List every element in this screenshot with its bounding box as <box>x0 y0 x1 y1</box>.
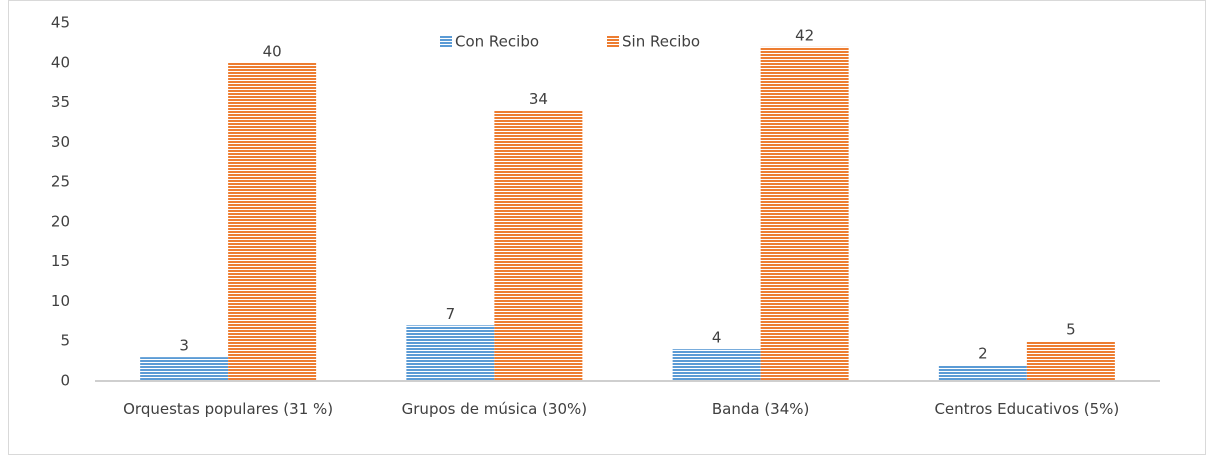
data-label: 34 <box>529 90 548 108</box>
y-tick-label: 25 <box>51 173 70 191</box>
y-tick-label: 5 <box>60 332 70 350</box>
x-tick-label: Orquestas populares (31 %) <box>123 400 334 418</box>
y-tick-label: 40 <box>51 53 70 71</box>
x-tick-label: Banda (34%) <box>711 400 810 418</box>
y-tick-label: 10 <box>51 292 70 310</box>
bar <box>938 365 1027 381</box>
chart-border <box>8 0 1206 455</box>
legend-swatch <box>607 35 619 47</box>
data-label: 5 <box>1066 321 1076 339</box>
x-tick-label: Centros Educativos (5%) <box>934 400 1120 418</box>
x-tick-label: Grupos de música (30%) <box>401 400 588 418</box>
y-tick-label: 0 <box>60 372 70 390</box>
data-label: 3 <box>179 337 189 355</box>
y-tick-label: 20 <box>51 212 70 230</box>
bar <box>672 349 761 381</box>
y-tick-label: 15 <box>51 252 70 270</box>
data-label: 2 <box>978 345 988 363</box>
data-label: 4 <box>712 329 722 347</box>
y-tick-label: 45 <box>51 14 70 32</box>
data-label: 40 <box>263 42 282 60</box>
bar <box>494 110 583 381</box>
legend-label: Sin Recibo <box>622 33 700 51</box>
bar <box>406 325 495 381</box>
y-tick-label: 30 <box>51 133 70 151</box>
data-label: 7 <box>446 305 456 323</box>
bar <box>228 62 317 382</box>
bar <box>1026 341 1115 381</box>
bar <box>140 357 229 381</box>
legend-label: Con Recibo <box>455 33 539 51</box>
legend-swatch <box>440 35 452 47</box>
bar <box>760 46 849 381</box>
y-tick-label: 35 <box>51 93 70 111</box>
data-label: 42 <box>795 26 814 44</box>
